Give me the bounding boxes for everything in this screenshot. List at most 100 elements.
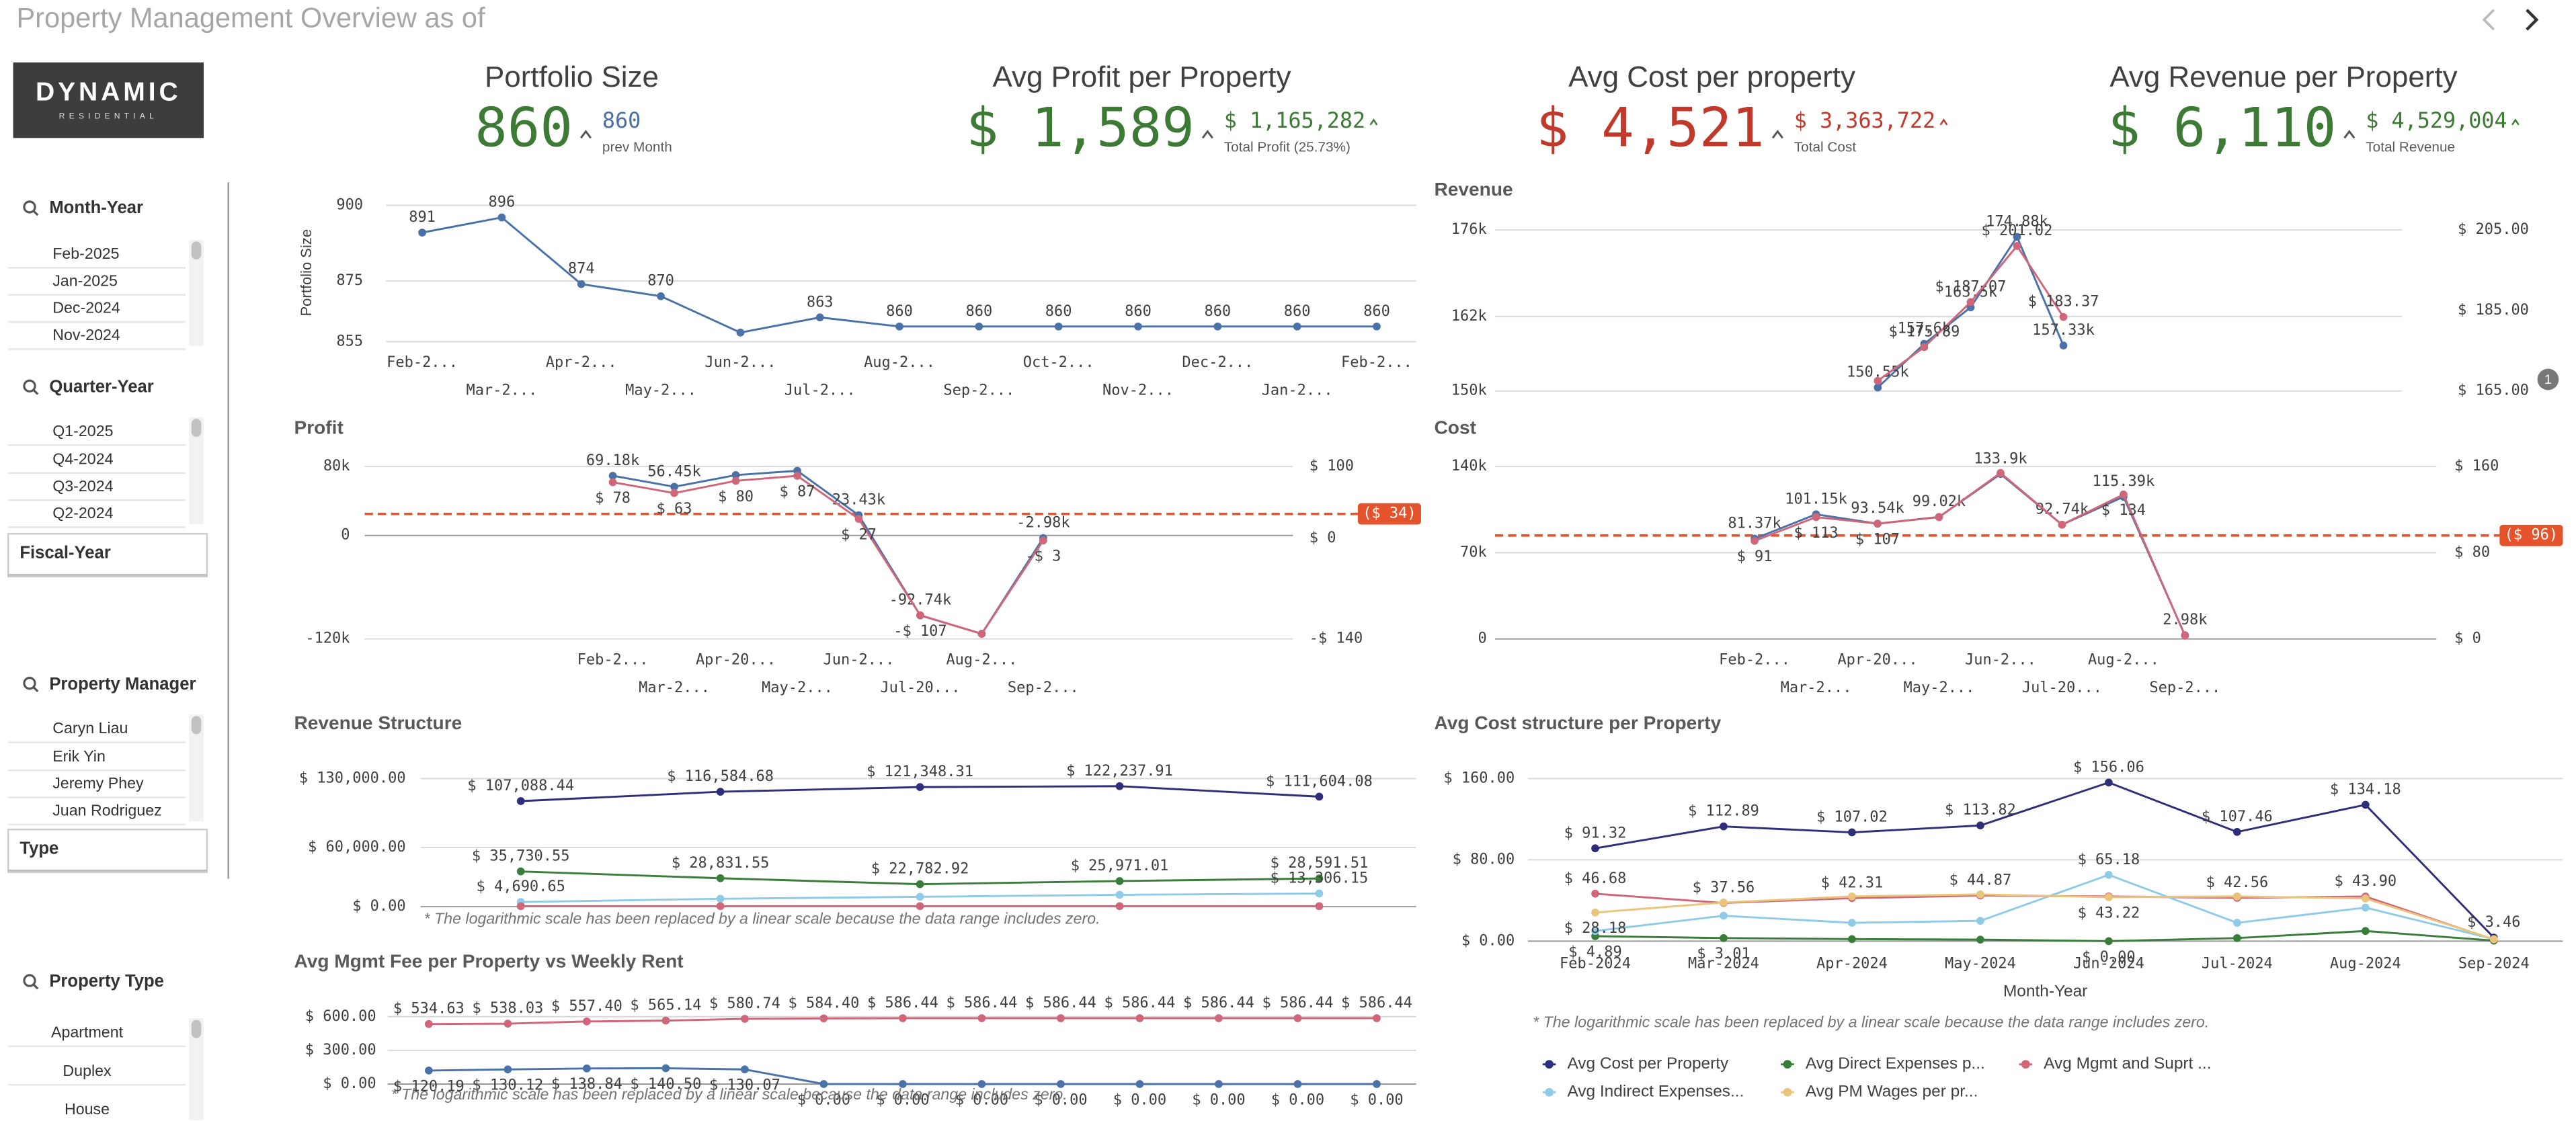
data-label: 860: [886, 303, 913, 320]
data-label: 860: [1284, 303, 1311, 320]
filter-title[interactable]: Month-Year: [49, 198, 143, 217]
data-point: [1213, 322, 1222, 331]
data-point: [899, 1080, 907, 1088]
filter-item[interactable]: Nov-2024: [52, 326, 120, 343]
data-label: $ 27: [841, 527, 877, 544]
filter-item[interactable]: Jeremy Phey: [52, 774, 144, 792]
data-point: [1134, 322, 1142, 331]
data-label: $ 130.12: [472, 1077, 543, 1094]
data-label: $ 43.90: [2335, 873, 2397, 890]
filter-title[interactable]: Quarter-Year: [49, 378, 153, 397]
data-label: $ 25,971.01: [1071, 858, 1169, 874]
kpi-value: $ 4,521: [1536, 97, 1765, 160]
filter-item[interactable]: Apartment: [51, 1023, 124, 1040]
prev-arrow[interactable]: [2482, 9, 2495, 31]
series-line: [1595, 781, 2495, 939]
y-tick-label: -120k: [305, 630, 350, 647]
filter-item[interactable]: House: [65, 1100, 110, 1118]
data-label: 133.9k: [1974, 450, 2027, 467]
next-arrow[interactable]: [2526, 9, 2539, 31]
data-label: $ 0.00: [1034, 1091, 1087, 1108]
filter-item[interactable]: Duplex: [63, 1062, 112, 1079]
y2-tick-label: $ 160: [2454, 458, 2499, 474]
data-label: $ 534.63: [393, 1001, 465, 1018]
x-tick-label: Feb-2...: [577, 651, 649, 668]
data-point: [819, 1014, 828, 1023]
x-tick-label: Jun-2...: [1965, 651, 2036, 668]
filter-item[interactable]: Erik Yin: [52, 747, 106, 765]
data-point: [1812, 513, 1820, 522]
x-tick-label: Feb-2...: [1719, 651, 1790, 668]
kpi-compare: $ 1,165,282: [1224, 109, 1365, 133]
badge-text: 1: [2544, 372, 2552, 387]
data-point: [1373, 1014, 1381, 1022]
data-label: $ 586.44: [946, 995, 1017, 1011]
data-point: [1848, 919, 1856, 927]
filter-item[interactable]: Caryn Liau: [52, 719, 128, 737]
data-point: [2105, 870, 2113, 879]
data-label: $ 42.31: [1821, 874, 1884, 891]
x-tick-label: Jun-2024: [2073, 956, 2144, 972]
logo-box: [13, 62, 204, 138]
data-point: [1720, 933, 1728, 942]
data-point: [1315, 874, 1324, 882]
y-tick-label: $ 80.00: [1453, 851, 1515, 868]
filter-item[interactable]: Q2-2024: [52, 504, 113, 522]
data-label: $ 4,690.65: [477, 878, 565, 895]
data-point: [793, 472, 801, 480]
badge[interactable]: [2537, 368, 2559, 390]
y-tick-label: 70k: [1460, 544, 1487, 560]
data-label: $ 107: [1855, 532, 1900, 548]
data-point: [1920, 343, 1929, 351]
data-label: $ 586.44: [1262, 995, 1334, 1011]
filter-item[interactable]: Q3-2024: [52, 477, 113, 495]
data-label: $ 107.46: [2202, 808, 2273, 825]
filter-box[interactable]: [7, 828, 208, 873]
data-point: [716, 902, 725, 911]
y2-tick-label: $ 0: [1310, 530, 1336, 546]
legend-label[interactable]: Avg Mgmt and Suprt ...: [2044, 1054, 2211, 1073]
search-icon: [23, 677, 36, 690]
filter-item[interactable]: Q1-2025: [52, 422, 113, 440]
y-axis-title: Portfolio Size: [298, 229, 315, 317]
data-point: [977, 1014, 986, 1022]
kpi-value: $ 1,589: [966, 97, 1195, 160]
chart-title: Revenue: [1435, 179, 1513, 200]
series-line: [1595, 893, 2495, 940]
data-point: [608, 472, 617, 480]
y-tick-label: $ 160.00: [1443, 770, 1515, 786]
filter-item[interactable]: Dec-2024: [52, 299, 120, 317]
data-label: $ 557.40: [551, 998, 622, 1015]
filter-title[interactable]: Property Manager: [49, 675, 196, 694]
data-point: [854, 515, 863, 524]
filter-box[interactable]: [7, 533, 208, 578]
legend-label[interactable]: Avg Cost per Property: [1567, 1054, 1729, 1073]
data-point: [670, 483, 678, 491]
data-label: $ 65.18: [2078, 852, 2140, 868]
data-point: [2361, 894, 2370, 903]
logo-name: DYNAMIC: [36, 78, 182, 107]
kpi-caret: [1771, 130, 1783, 139]
scroll-track: [189, 239, 204, 346]
data-point: [577, 280, 586, 288]
filter-item[interactable]: Jan-2025: [52, 272, 118, 289]
data-point: [1315, 889, 1324, 898]
y2-tick-label: $ 80: [2454, 544, 2490, 560]
legend-label[interactable]: Avg PM Wages per pr...: [1806, 1083, 1978, 1101]
x-tick-label: Feb-2...: [387, 354, 458, 371]
data-label: $ 538.03: [472, 1000, 543, 1017]
data-point: [916, 783, 924, 791]
data-point: [657, 292, 665, 300]
filter-item[interactable]: Q4-2024: [52, 450, 113, 467]
legend-label[interactable]: Avg Indirect Expenses...: [1567, 1083, 1744, 1101]
filter-title[interactable]: Property Type: [49, 972, 164, 991]
data-label: $ 3.46: [2467, 914, 2520, 931]
scroll-track: [189, 1018, 204, 1120]
legend-label[interactable]: Avg Direct Expenses p...: [1806, 1054, 1985, 1073]
data-point: [2232, 933, 2241, 942]
data-point: [741, 1015, 749, 1023]
y-tick-label: $ 130,000.00: [299, 770, 406, 786]
y2-tick-label: -$ 140: [1310, 630, 1363, 647]
filter-item[interactable]: Feb-2025: [52, 245, 119, 262]
filter-item[interactable]: Juan Rodriguez: [52, 801, 162, 819]
